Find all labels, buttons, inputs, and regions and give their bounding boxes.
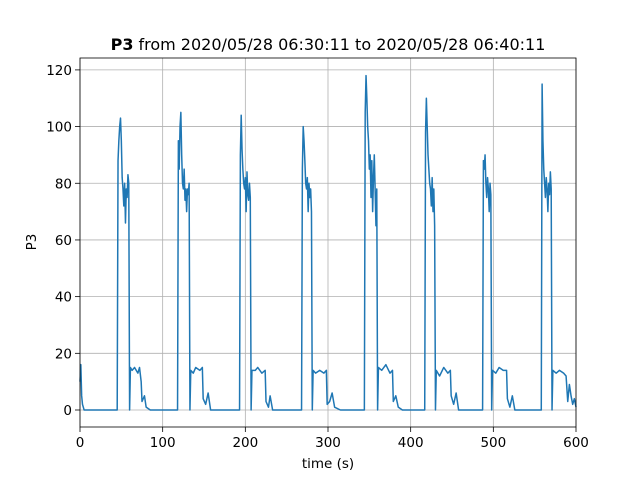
title-bold: P3 — [111, 35, 134, 54]
y-tick-label: 20 — [55, 346, 72, 362]
y-tick-label: 40 — [55, 290, 72, 306]
y-axis-label: P3 — [24, 234, 40, 251]
y-tick-label: 100 — [46, 120, 72, 136]
title-rest: from 2020/05/28 06:30:11 to 2020/05/28 0… — [138, 35, 545, 54]
plot-frame — [79, 57, 577, 428]
x-tick-label: 100 — [150, 435, 176, 451]
x-tick-label: 0 — [76, 435, 85, 451]
x-tick-label: 200 — [232, 435, 258, 451]
x-tick-label: 600 — [563, 435, 589, 451]
x-tick-label: 300 — [315, 435, 341, 451]
y-tick-label: 120 — [46, 63, 72, 79]
y-tick-label: 60 — [55, 233, 72, 249]
y-tick-label: 0 — [63, 403, 72, 419]
data-line — [79, 74, 577, 411]
y-tick-label: 80 — [55, 176, 72, 192]
x-tick-label: 500 — [480, 435, 506, 451]
x-axis-label: time (s) — [302, 456, 354, 472]
x-tick-label: 400 — [398, 435, 424, 451]
chart-title: P3 from 2020/05/28 06:30:11 to 2020/05/28… — [111, 35, 546, 54]
